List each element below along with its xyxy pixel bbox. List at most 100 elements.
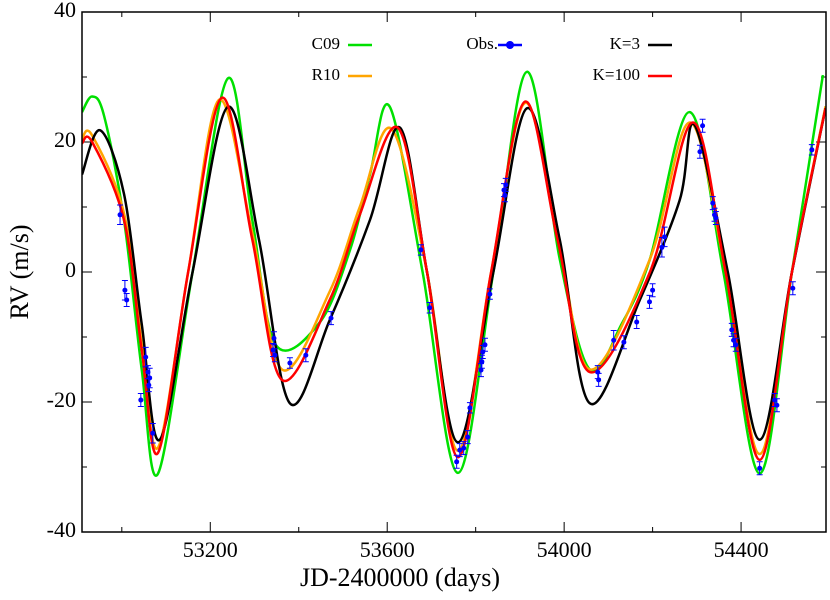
x-tick-label: 53200 (183, 537, 238, 562)
observation (696, 144, 703, 159)
data-point (731, 337, 737, 343)
plot-area (82, 70, 826, 477)
data-point (611, 337, 617, 343)
data-point (117, 212, 123, 218)
data-point (457, 447, 463, 453)
data-point (503, 182, 509, 188)
data-point (467, 405, 473, 411)
curve (82, 96, 826, 462)
observation (481, 337, 488, 352)
data-point (774, 402, 780, 408)
observation (661, 226, 668, 248)
observation (117, 204, 124, 226)
data-point (328, 315, 334, 321)
legend-label: K=3 (610, 34, 640, 53)
curve (82, 105, 826, 444)
observation (271, 348, 278, 363)
data-point (461, 445, 467, 451)
legend-marker (506, 41, 514, 49)
plot-frame (81, 11, 827, 533)
legend-item: K=3 (610, 34, 672, 53)
data-point (710, 200, 716, 206)
y-tick-label: -40 (47, 517, 76, 542)
curve (82, 98, 826, 456)
data-point (621, 339, 627, 345)
data-point (790, 285, 796, 291)
x-tick-label: 53600 (360, 537, 415, 562)
observation (808, 144, 815, 156)
legend-label: Obs. (466, 34, 498, 53)
observation (595, 372, 602, 387)
observation (649, 283, 656, 298)
y-tick-label: 40 (54, 0, 76, 22)
data-point (479, 359, 485, 365)
observation (270, 331, 277, 346)
observation (501, 188, 508, 203)
data-point (733, 342, 739, 348)
observation (773, 398, 780, 413)
legend-label: R10 (312, 65, 340, 84)
observation (464, 430, 471, 445)
observation (426, 302, 433, 314)
data-point (418, 247, 424, 253)
observation (712, 211, 719, 226)
y-tick-label: -20 (47, 387, 76, 412)
observation (328, 311, 335, 326)
observation (633, 315, 640, 330)
observation (502, 177, 509, 192)
observation (460, 441, 467, 456)
data-point (271, 335, 277, 341)
legend-item: Obs. (466, 34, 522, 53)
y-axis-title: RV (m/s) (5, 225, 34, 320)
legend-item: C09 (312, 34, 372, 53)
observation (302, 348, 309, 363)
x-tick-label: 54400 (714, 537, 769, 562)
data-point (480, 349, 486, 355)
data-point (272, 352, 278, 358)
data-point (287, 360, 293, 366)
data-point (634, 319, 640, 325)
observation (456, 443, 463, 458)
y-tick-label: 20 (54, 127, 76, 152)
data-point (122, 287, 128, 293)
data-point (662, 234, 668, 240)
legend-label: C09 (312, 34, 340, 53)
data-point (143, 354, 149, 360)
observation (453, 454, 460, 469)
data-point (150, 430, 156, 436)
data-point (697, 149, 703, 155)
legend-item: R10 (312, 65, 372, 84)
data-point (647, 299, 653, 305)
data-point (454, 459, 460, 465)
observation (417, 244, 424, 256)
data-point (650, 287, 656, 293)
data-point (729, 327, 735, 333)
data-point (465, 434, 471, 440)
y-tick-label: 0 (65, 257, 76, 282)
data-point (487, 291, 493, 297)
observation (486, 288, 493, 300)
x-axis-title: JD-2400000 (days) (300, 563, 500, 592)
data-point (303, 352, 309, 358)
data-point (145, 369, 151, 375)
observation (123, 292, 130, 307)
observation (756, 461, 763, 476)
data-point (147, 375, 153, 381)
data-point (502, 192, 508, 198)
legend-label: K=100 (593, 65, 640, 84)
data-point (124, 297, 130, 303)
observation (149, 422, 156, 444)
observation (789, 281, 796, 296)
observation (620, 335, 627, 350)
data-point (809, 147, 815, 153)
data-point (659, 244, 665, 250)
observation (466, 402, 473, 414)
data-point (596, 377, 602, 383)
data-point (713, 215, 719, 221)
observation (732, 337, 739, 352)
observation (478, 354, 485, 369)
x-tick-label: 54000 (537, 537, 592, 562)
observation (610, 330, 617, 351)
